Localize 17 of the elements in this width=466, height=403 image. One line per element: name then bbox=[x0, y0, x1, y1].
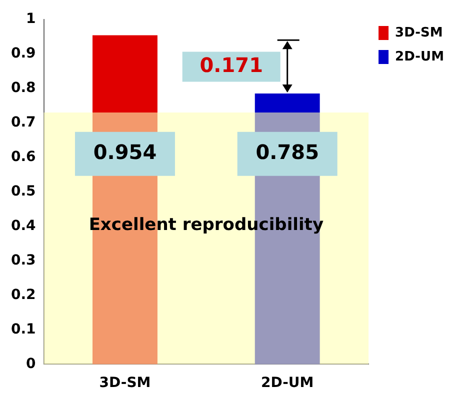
y-tick-label: 0.6 bbox=[10, 148, 36, 165]
y-tick-label: 0.1 bbox=[10, 321, 36, 338]
y-tick-label: 0.3 bbox=[10, 252, 36, 268]
y-tick-label: 1 bbox=[26, 11, 36, 28]
legend-label: 3D-SM bbox=[395, 25, 443, 40]
band-label: Excellent reproducibility bbox=[88, 215, 324, 236]
legend-label: 2D-UM bbox=[395, 49, 444, 64]
y-tick-label: 0 bbox=[26, 356, 36, 372]
data-label: 0.785 bbox=[256, 140, 319, 164]
annotation: 0.171 bbox=[200, 53, 263, 78]
y-tick-label: 0.9 bbox=[10, 46, 36, 62]
y-tick-label: 0.2 bbox=[10, 286, 36, 303]
y-tick-label: 0.8 bbox=[10, 80, 36, 96]
y-tick-label: 0.7 bbox=[10, 114, 36, 130]
data-label: 0.954 bbox=[93, 140, 157, 164]
y-tick-label: 0.4 bbox=[10, 218, 36, 234]
y-tick-label: 0.5 bbox=[10, 183, 36, 200]
